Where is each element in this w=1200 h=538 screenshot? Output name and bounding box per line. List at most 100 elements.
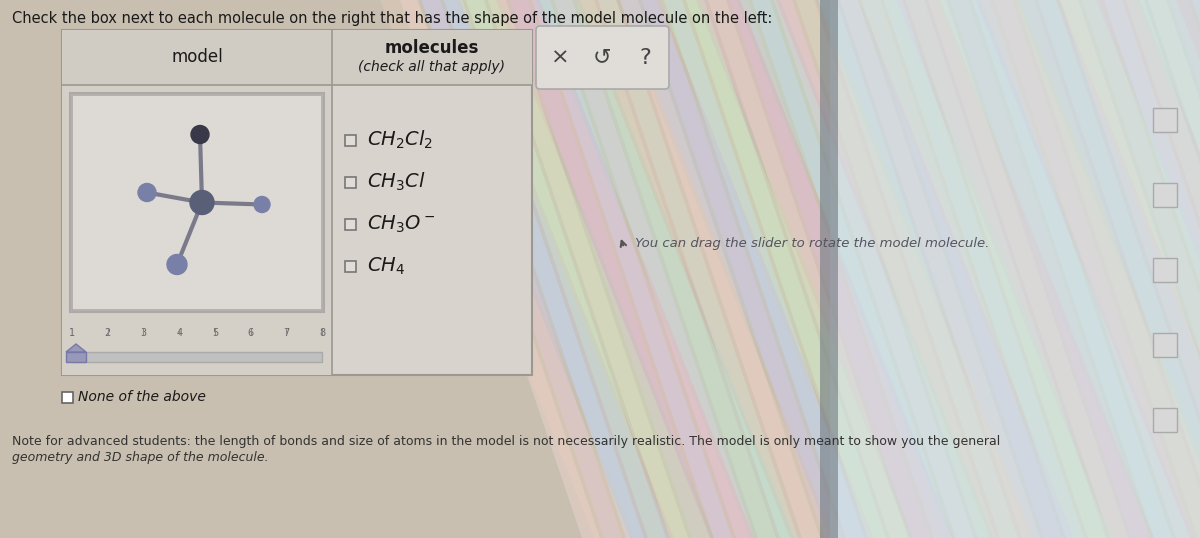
Polygon shape: [664, 0, 864, 538]
Text: $CH_3O^-$: $CH_3O^-$: [367, 214, 436, 235]
Text: geometry and 3D shape of the molecule.: geometry and 3D shape of the molecule.: [12, 451, 269, 464]
Polygon shape: [752, 0, 952, 538]
FancyBboxPatch shape: [830, 0, 1200, 538]
Circle shape: [138, 183, 156, 202]
Polygon shape: [700, 0, 950, 538]
Bar: [1153, 183, 1177, 207]
Polygon shape: [708, 0, 908, 538]
Bar: [1153, 333, 1177, 357]
Polygon shape: [1140, 0, 1200, 538]
Polygon shape: [1104, 0, 1200, 538]
Polygon shape: [420, 0, 670, 538]
Bar: [344, 134, 355, 145]
Polygon shape: [422, 0, 622, 538]
Polygon shape: [860, 0, 1110, 538]
Text: Check the box next to each molecule on the right that has the shape of the model: Check the box next to each molecule on t…: [12, 11, 773, 26]
Polygon shape: [620, 0, 870, 538]
Text: 6: 6: [247, 328, 253, 338]
Polygon shape: [66, 344, 86, 352]
Polygon shape: [1082, 0, 1200, 538]
Bar: [62, 30, 532, 375]
Polygon shape: [1192, 0, 1200, 538]
Polygon shape: [66, 352, 86, 362]
Polygon shape: [796, 0, 996, 538]
Polygon shape: [444, 0, 644, 538]
Bar: [62, 392, 73, 403]
Polygon shape: [862, 0, 1062, 538]
Text: None of the above: None of the above: [78, 390, 206, 404]
Polygon shape: [818, 0, 1018, 538]
Polygon shape: [950, 0, 1150, 538]
Polygon shape: [1016, 0, 1200, 538]
Bar: [1153, 258, 1177, 282]
Polygon shape: [1038, 0, 1200, 538]
Polygon shape: [1060, 0, 1200, 538]
Circle shape: [190, 190, 214, 215]
Text: ↺: ↺: [593, 47, 611, 67]
Polygon shape: [620, 0, 820, 538]
Polygon shape: [540, 0, 790, 538]
Polygon shape: [1060, 0, 1200, 538]
Polygon shape: [576, 0, 776, 538]
Text: 8: 8: [319, 328, 325, 338]
Polygon shape: [820, 0, 1070, 538]
Polygon shape: [642, 0, 842, 538]
Polygon shape: [840, 0, 1040, 538]
Polygon shape: [1126, 0, 1200, 538]
Text: $CH_2Cl_2$: $CH_2Cl_2$: [367, 129, 433, 151]
Text: You can drag the slider to rotate the model molecule.: You can drag the slider to rotate the mo…: [635, 237, 989, 250]
Bar: [332, 85, 532, 375]
Polygon shape: [780, 0, 1030, 538]
Bar: [72, 352, 322, 362]
Polygon shape: [884, 0, 1084, 538]
FancyBboxPatch shape: [820, 0, 838, 538]
Polygon shape: [686, 0, 886, 538]
Polygon shape: [774, 0, 974, 538]
Polygon shape: [980, 0, 1200, 538]
Polygon shape: [500, 0, 750, 538]
Circle shape: [191, 125, 209, 144]
Bar: [344, 218, 355, 230]
Polygon shape: [510, 0, 710, 538]
Bar: [1153, 108, 1177, 132]
Polygon shape: [1020, 0, 1200, 538]
Text: model: model: [172, 48, 223, 67]
Text: 5: 5: [211, 328, 218, 338]
Text: $CH_3Cl$: $CH_3Cl$: [367, 171, 426, 193]
Polygon shape: [994, 0, 1194, 538]
Polygon shape: [554, 0, 754, 538]
Bar: [70, 93, 324, 312]
Polygon shape: [928, 0, 1128, 538]
Bar: [72, 95, 322, 310]
Polygon shape: [466, 0, 666, 538]
Text: 7: 7: [283, 328, 289, 338]
Text: 1: 1: [68, 328, 76, 338]
Bar: [62, 30, 532, 85]
Text: 2: 2: [104, 328, 110, 338]
Text: molecules: molecules: [385, 39, 479, 57]
Polygon shape: [940, 0, 1190, 538]
Text: 4: 4: [176, 328, 182, 338]
Circle shape: [254, 196, 270, 213]
Text: (check all that apply): (check all that apply): [359, 60, 505, 74]
Circle shape: [167, 254, 187, 274]
Polygon shape: [1148, 0, 1200, 538]
Text: Note for advanced students: the length of bonds and size of atoms in the model i: Note for advanced students: the length o…: [12, 435, 1001, 448]
Polygon shape: [972, 0, 1172, 538]
Polygon shape: [598, 0, 798, 538]
Polygon shape: [1100, 0, 1200, 538]
Text: $CH_4$: $CH_4$: [367, 256, 406, 277]
Polygon shape: [488, 0, 688, 538]
Polygon shape: [900, 0, 1150, 538]
Bar: [62, 85, 332, 375]
Bar: [344, 176, 355, 188]
Polygon shape: [1170, 0, 1200, 538]
Polygon shape: [400, 0, 600, 538]
Polygon shape: [740, 0, 990, 538]
Text: 3: 3: [140, 328, 146, 338]
Polygon shape: [460, 0, 710, 538]
Text: ?: ?: [640, 47, 650, 67]
Polygon shape: [730, 0, 930, 538]
Polygon shape: [660, 0, 910, 538]
FancyBboxPatch shape: [536, 26, 670, 89]
